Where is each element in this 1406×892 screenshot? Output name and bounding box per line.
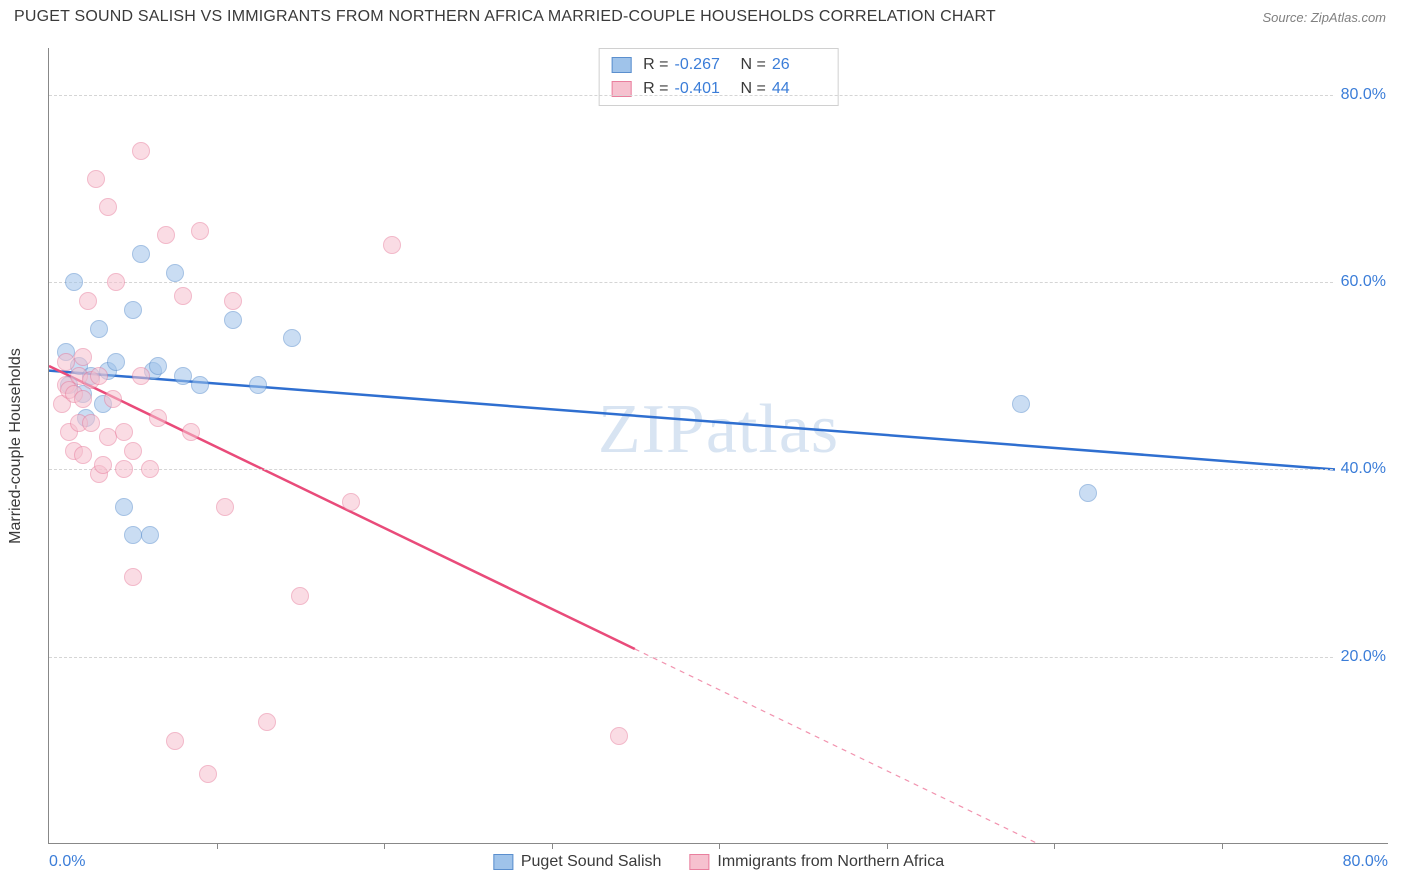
legend-stats-box: R = -0.267 N =26 R = -0.401 N =44 xyxy=(598,48,839,106)
gridline xyxy=(49,469,1388,470)
gridline xyxy=(49,282,1388,283)
legend-series-box: Puget Sound Salish Immigrants from Northe… xyxy=(493,853,944,871)
y-tick-label: 40.0% xyxy=(1335,460,1392,478)
scatter-point xyxy=(99,428,117,446)
x-axis-max-label: 80.0% xyxy=(1343,853,1388,871)
gridline xyxy=(49,95,1388,96)
scatter-point xyxy=(383,236,401,254)
scatter-point xyxy=(166,732,184,750)
scatter-point xyxy=(141,460,159,478)
scatter-point xyxy=(342,493,360,511)
stat-r-value: -0.267 xyxy=(675,53,729,77)
x-axis-min-label: 0.0% xyxy=(49,853,85,871)
scatter-point xyxy=(174,367,192,385)
stat-r-label: R = xyxy=(643,77,668,101)
stat-n-label: N = xyxy=(741,77,766,101)
scatter-point xyxy=(174,287,192,305)
scatter-point xyxy=(107,273,125,291)
stat-n-value: 26 xyxy=(772,53,826,77)
scatter-point xyxy=(166,264,184,282)
scatter-point xyxy=(104,390,122,408)
scatter-point xyxy=(141,526,159,544)
x-tick-mark xyxy=(1222,843,1223,849)
scatter-point xyxy=(191,376,209,394)
scatter-point xyxy=(224,311,242,329)
x-tick-mark xyxy=(1054,843,1055,849)
scatter-point xyxy=(115,423,133,441)
scatter-point xyxy=(82,414,100,432)
scatter-point xyxy=(132,367,150,385)
scatter-point xyxy=(283,329,301,347)
scatter-point xyxy=(1079,484,1097,502)
scatter-point xyxy=(99,198,117,216)
scatter-point xyxy=(74,348,92,366)
scatter-point xyxy=(124,442,142,460)
scatter-point xyxy=(90,320,108,338)
legend-series-label: Immigrants from Northern Africa xyxy=(717,853,944,871)
chart-header: PUGET SOUND SALISH VS IMMIGRANTS FROM NO… xyxy=(0,0,1406,32)
y-tick-label: 20.0% xyxy=(1335,648,1392,666)
scatter-point xyxy=(115,460,133,478)
scatter-point xyxy=(124,526,142,544)
scatter-point xyxy=(74,390,92,408)
scatter-point xyxy=(65,273,83,291)
scatter-point xyxy=(115,498,133,516)
y-tick-label: 80.0% xyxy=(1335,86,1392,104)
gridline xyxy=(49,657,1388,658)
scatter-point xyxy=(149,409,167,427)
y-tick-label: 60.0% xyxy=(1335,273,1392,291)
legend-stat-row: R = -0.401 N =44 xyxy=(611,77,826,101)
scatter-point xyxy=(1012,395,1030,413)
scatter-point xyxy=(199,765,217,783)
scatter-point xyxy=(224,292,242,310)
scatter-point xyxy=(57,353,75,371)
scatter-point xyxy=(291,587,309,605)
scatter-point xyxy=(157,226,175,244)
trend-lines-layer xyxy=(49,48,1388,843)
x-tick-mark xyxy=(552,843,553,849)
scatter-point xyxy=(79,292,97,310)
scatter-point xyxy=(94,456,112,474)
stat-r-label: R = xyxy=(643,53,668,77)
legend-swatch xyxy=(689,854,709,870)
scatter-point xyxy=(610,727,628,745)
scatter-point xyxy=(216,498,234,516)
legend-series-item: Immigrants from Northern Africa xyxy=(689,853,944,871)
chart-title: PUGET SOUND SALISH VS IMMIGRANTS FROM NO… xyxy=(14,8,996,26)
scatter-point xyxy=(249,376,267,394)
x-tick-mark xyxy=(719,843,720,849)
scatter-point xyxy=(90,367,108,385)
scatter-point xyxy=(107,353,125,371)
chart-plot-area: ZIPatlas R =-0.267N =26R =-0.401N =44 0.… xyxy=(48,48,1388,844)
scatter-point xyxy=(191,222,209,240)
legend-stat-row: R = -0.267 N =26 xyxy=(611,53,826,77)
scatter-point xyxy=(258,713,276,731)
chart-source: Source: ZipAtlas.com xyxy=(1262,10,1386,25)
trend-line xyxy=(49,366,635,649)
scatter-point xyxy=(132,142,150,160)
stat-r-value: -0.401 xyxy=(675,77,729,101)
stat-n-label: N = xyxy=(741,53,766,77)
legend-swatch xyxy=(611,57,631,73)
stat-n-value: 44 xyxy=(772,77,826,101)
x-tick-mark xyxy=(384,843,385,849)
scatter-point xyxy=(124,301,142,319)
scatter-point xyxy=(182,423,200,441)
scatter-point xyxy=(124,568,142,586)
scatter-point xyxy=(74,446,92,464)
x-tick-mark xyxy=(887,843,888,849)
y-axis-title: Married-couple Households xyxy=(7,348,25,544)
trend-line-dashed xyxy=(635,649,1037,843)
watermark-text: ZIPatlas xyxy=(598,390,839,470)
scatter-point xyxy=(87,170,105,188)
scatter-point xyxy=(132,245,150,263)
legend-swatch xyxy=(493,854,513,870)
scatter-point xyxy=(149,357,167,375)
legend-series-item: Puget Sound Salish xyxy=(493,853,662,871)
x-tick-mark xyxy=(217,843,218,849)
legend-series-label: Puget Sound Salish xyxy=(521,853,662,871)
